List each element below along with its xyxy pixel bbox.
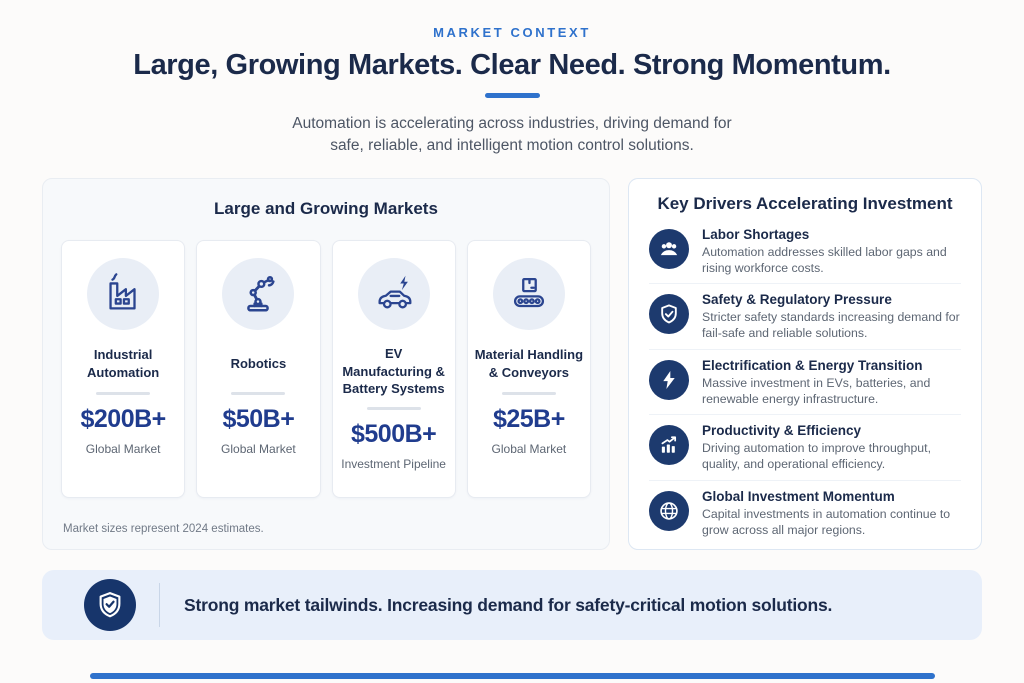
ev-car-icon	[357, 258, 430, 330]
lightning-icon	[649, 359, 689, 400]
driver-desc: Massive investment in EVs, batteries, an…	[702, 375, 931, 406]
markets-panel: Large and Growing Markets Industrial Aut…	[42, 178, 610, 550]
market-card-robotics: Robotics $50B+ Global Market	[196, 240, 321, 498]
market-card-label: EV Manufacturing & Battery Systems	[342, 346, 445, 397]
driver-title: Labor Shortages	[702, 227, 810, 242]
globe-icon	[649, 490, 689, 531]
bar-chart-icon	[649, 425, 689, 466]
market-card-sub: Global Market	[221, 442, 296, 456]
conveyor-icon	[492, 258, 565, 330]
title-underline	[484, 93, 540, 98]
market-card-material-handling: Material Handling & Conveyors $25B+ Glob…	[466, 240, 591, 498]
subtitle: Automation is accelerating across indust…	[0, 113, 1024, 158]
card-divider	[96, 392, 151, 395]
eyebrow-label: MARKET CONTEXT	[433, 25, 591, 40]
driver-text: Productivity & Efficiency Driving automa…	[702, 423, 961, 472]
market-card-value: $200B+	[80, 405, 166, 433]
driver-text: Labor Shortages Automation addresses ski…	[702, 227, 961, 276]
market-card-sub: Global Market	[491, 442, 567, 456]
driver-title: Global Investment Momentum	[702, 488, 895, 504]
shield-check-icon	[649, 294, 689, 335]
market-card-industrial-automation: Industrial Automation $200B+ Global Mark…	[61, 240, 186, 498]
shield-check-icon	[84, 579, 136, 631]
people-icon	[649, 229, 689, 269]
driver-text: Safety & Regulatory Pressure Stricter sa…	[702, 292, 961, 341]
market-card-label: Material Handling & Conveyors	[474, 347, 584, 380]
market-card-label: Industrial Automation	[87, 347, 160, 380]
markets-panel-title: Large and Growing Markets	[214, 199, 438, 218]
robot-arm-icon	[222, 258, 295, 330]
driver-desc: Stricter safety standards increasing dem…	[702, 310, 960, 341]
bottom-accent-bar	[90, 673, 935, 679]
driver-row-global-momentum: Global Investment Momentum Capital inves…	[649, 481, 961, 545]
card-divider	[501, 392, 556, 395]
driver-row-labor-shortages: Labor Shortages Automation addresses ski…	[649, 219, 961, 285]
market-card-label: Robotics	[230, 356, 287, 372]
tailwinds-banner: Strong market tailwinds. Increasing dema…	[42, 570, 982, 640]
driver-desc: Automation addresses skilled labor gaps …	[702, 245, 947, 275]
market-card-sub: Investment Pipeline	[341, 456, 446, 471]
market-card-value: $25B+	[492, 405, 565, 433]
market-cards: Industrial Automation $200B+ Global Mark…	[61, 240, 591, 498]
driver-desc: Capital investments in automation contin…	[702, 506, 951, 537]
driver-text: Electrification & Energy Transition Mass…	[702, 358, 961, 407]
driver-row-electrification: Electrification & Energy Transition Mass…	[649, 350, 961, 416]
header: MARKET CONTEXT Large, Growing Markets. C…	[0, 25, 1024, 158]
driver-title: Productivity & Efficiency	[702, 423, 862, 439]
drivers-panel: Key Drivers Accelerating Investment Labo…	[628, 178, 982, 550]
subtitle-line: Automation is accelerating across indust…	[292, 115, 732, 132]
driver-title: Safety & Regulatory Pressure	[702, 292, 892, 308]
driver-title: Electrification & Energy Transition	[702, 357, 923, 373]
market-card-value: $500B+	[350, 419, 437, 448]
market-card-sub: Global Market	[85, 442, 161, 456]
card-divider	[231, 392, 286, 395]
market-card-value: $50B+	[222, 405, 295, 433]
page-title: Large, Growing Markets. Clear Need. Stro…	[133, 49, 891, 81]
subtitle-line: safe, reliable, and intelligent motion c…	[330, 137, 694, 155]
driver-desc: Driving automation to improve throughput…	[702, 441, 931, 472]
main-content: Large and Growing Markets Industrial Aut…	[42, 178, 982, 550]
markets-footnote: Market sizes represent 2024 estimates.	[63, 523, 264, 535]
banner-text: Strong market tailwinds. Increasing dema…	[184, 594, 833, 615]
driver-text: Global Investment Momentum Capital inves…	[702, 489, 961, 538]
driver-row-safety-regulatory: Safety & Regulatory Pressure Stricter sa…	[649, 284, 961, 350]
card-divider	[366, 406, 421, 410]
banner-divider	[159, 583, 160, 627]
drivers-panel-title: Key Drivers Accelerating Investment	[657, 194, 953, 213]
market-card-ev-manufacturing: EV Manufacturing & Battery Systems $500B…	[331, 240, 456, 498]
driver-row-productivity: Productivity & Efficiency Driving automa…	[649, 415, 961, 481]
factory-icon	[87, 258, 160, 330]
